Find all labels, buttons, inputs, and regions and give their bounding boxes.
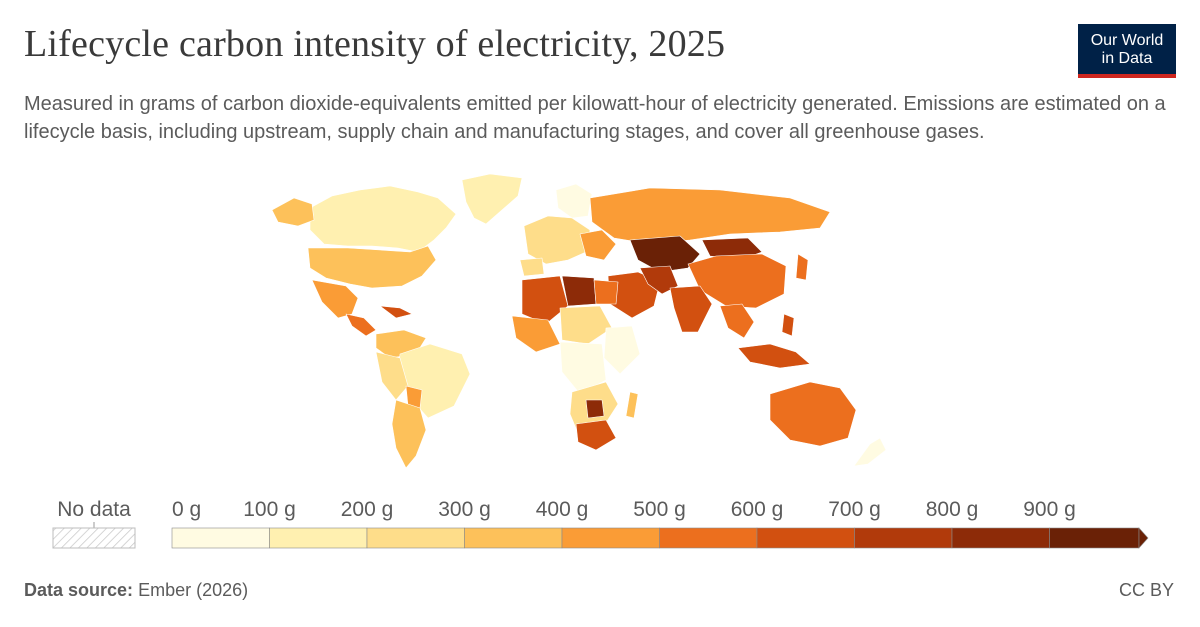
legend-bin-9[interactable] bbox=[1049, 527, 1140, 549]
region-europe-east[interactable] bbox=[579, 229, 617, 261]
region-australia[interactable] bbox=[769, 381, 857, 447]
world-map bbox=[271, 173, 887, 469]
license-link[interactable]: CC BY bbox=[1118, 580, 1174, 600]
legend-tick-label-1: 100 g bbox=[243, 498, 296, 521]
region-usa[interactable] bbox=[307, 245, 437, 289]
region-iran[interactable] bbox=[639, 265, 679, 295]
data-source-link[interactable]: Ember (2026) bbox=[138, 580, 249, 600]
legend-bin-7[interactable] bbox=[854, 527, 953, 549]
region-libya[interactable] bbox=[561, 275, 597, 307]
region-indonesia[interactable] bbox=[737, 343, 811, 369]
legend-tick-label-5: 500 g bbox=[633, 498, 686, 521]
region-philippines[interactable] bbox=[781, 313, 795, 337]
owid-logo[interactable]: Our World in Data bbox=[1078, 24, 1176, 78]
no-data-label: No data bbox=[57, 498, 131, 521]
region-madagascar[interactable] bbox=[625, 391, 639, 419]
legend-bin-5[interactable] bbox=[659, 527, 758, 549]
region-peru-bolivia[interactable] bbox=[375, 351, 409, 401]
legend-tick-label-2: 200 g bbox=[341, 498, 394, 521]
region-russia[interactable] bbox=[589, 187, 831, 245]
legend-tick-label-6: 600 g bbox=[731, 498, 784, 521]
region-scandinavia[interactable] bbox=[555, 183, 593, 219]
region-west-africa[interactable] bbox=[511, 315, 561, 353]
legend-bin-6[interactable] bbox=[756, 527, 855, 549]
chart-subtitle: Measured in grams of carbon dioxide-equi… bbox=[24, 93, 1166, 143]
region-caribbean[interactable] bbox=[379, 305, 413, 319]
legend-arrow-cap bbox=[1138, 527, 1149, 549]
region-canada[interactable] bbox=[309, 185, 457, 253]
region-greenland[interactable] bbox=[461, 173, 523, 225]
legend-bin-0[interactable] bbox=[171, 527, 270, 549]
region-sahel[interactable] bbox=[559, 305, 613, 345]
region-iberia[interactable] bbox=[519, 257, 545, 277]
region-mexico[interactable] bbox=[311, 279, 359, 319]
region-egypt[interactable] bbox=[593, 279, 619, 305]
region-japan[interactable] bbox=[795, 253, 809, 281]
logo-line-2: in Data bbox=[1101, 50, 1153, 67]
legend-bin-8[interactable] bbox=[951, 527, 1050, 549]
region-central-america[interactable] bbox=[345, 313, 377, 337]
region-new-zealand[interactable] bbox=[853, 437, 887, 467]
logo-line-1: Our World bbox=[1090, 32, 1164, 49]
legend-tick-label-0: 0 g bbox=[172, 498, 201, 521]
region-argentina-chile[interactable] bbox=[391, 399, 427, 469]
legend-tick-label-8: 800 g bbox=[926, 498, 979, 521]
region-alaska[interactable] bbox=[271, 197, 315, 227]
region-china[interactable] bbox=[687, 253, 787, 309]
region-east-africa[interactable] bbox=[603, 325, 641, 375]
region-central-asia[interactable] bbox=[629, 235, 701, 273]
region-southeast-asia[interactable] bbox=[719, 303, 755, 339]
legend-bin-2[interactable] bbox=[366, 527, 465, 549]
legend-tick-label-4: 400 g bbox=[536, 498, 589, 521]
region-botswana[interactable] bbox=[585, 399, 605, 419]
region-south-africa[interactable] bbox=[575, 419, 617, 451]
legend-tick-label-3: 300 g bbox=[438, 498, 491, 521]
region-india[interactable] bbox=[669, 285, 713, 333]
legend-bin-4[interactable] bbox=[561, 527, 660, 549]
legend-bin-1[interactable] bbox=[269, 527, 368, 549]
color-legend: No data 0 g 100 g 200 g 300 g 400 g 500 g 600 … bbox=[52, 498, 1149, 549]
legend-bin-3[interactable] bbox=[464, 527, 563, 549]
region-europe-west[interactable] bbox=[523, 215, 591, 265]
chart-title: Lifecycle carbon intensity of electricit… bbox=[24, 23, 726, 65]
region-north-africa-west[interactable] bbox=[521, 275, 569, 325]
legend-tick-label-9: 900 g bbox=[1023, 498, 1076, 521]
data-source: Data source: Ember (2026) bbox=[24, 580, 248, 601]
data-source-label: Data source: bbox=[24, 580, 134, 600]
legend-tick-label-7: 700 g bbox=[828, 498, 881, 521]
no-data-swatch[interactable] bbox=[52, 527, 136, 549]
